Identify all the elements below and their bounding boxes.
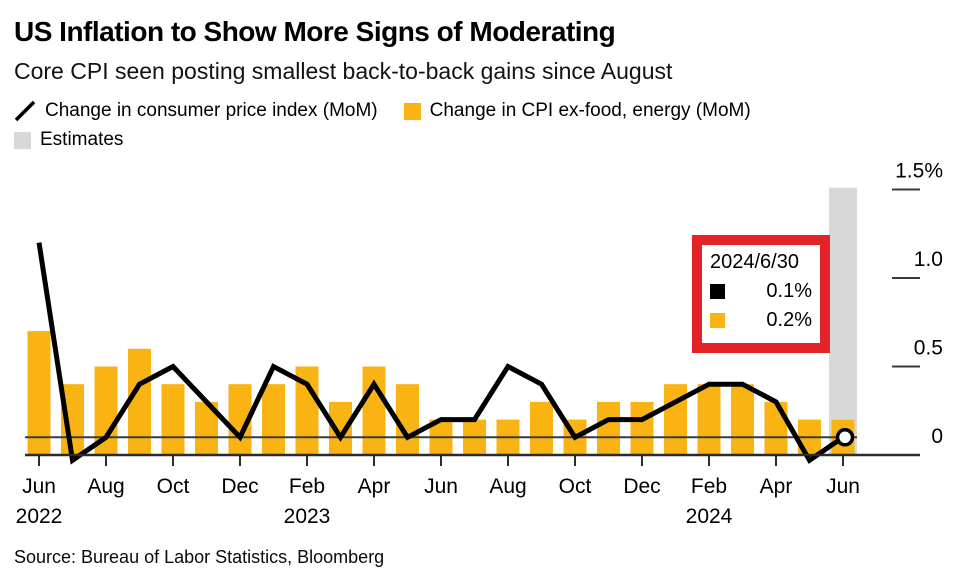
bar [262,384,285,455]
bar [396,384,419,455]
bar [530,401,553,455]
bar [597,401,620,455]
bar [161,384,185,455]
source-note: Source: Bureau of Labor Statistics, Bloo… [14,547,385,567]
x-axis-label: Aug [489,475,526,498]
tooltip-row-core-cpi: 0.2% [710,309,812,332]
data-tooltip: 2024/6/30 0.1% 0.2% [692,235,830,353]
x-axis-label: Aug [87,475,124,498]
end-marker [835,428,855,447]
y-axis-label: 1.0 [914,248,943,271]
diagonal-line-icon [14,100,36,122]
x-axis-label: Jun [424,475,458,498]
x-axis-label: Feb [691,475,727,498]
legend-label-core-cpi: Change in CPI ex-food, energy (MoM) [429,100,751,121]
bar [128,348,151,455]
x-axis-label: Apr [358,475,391,498]
y-axis-label: 1.5% [895,160,943,183]
x-axis-label: Oct [157,475,190,498]
bar [329,401,352,455]
y-axis-label: 0.5 [914,337,943,360]
bar [94,366,118,455]
cpi-line [36,242,845,465]
x-axis: Jun Aug Oct Dec Feb Apr Jun Aug Oct Dec Feb Apr Jun 2… [16,455,860,528]
x-axis-label: Dec [221,475,258,498]
legend-item-estimates: Estimates [14,129,123,151]
y-axis: 0 0.5 1.0 1.5% [892,160,943,448]
bar [731,384,754,455]
bar [362,366,386,455]
black-square-icon [710,284,725,299]
bar [697,384,721,455]
tooltip-value-core-cpi: 0.2% [766,309,812,331]
page-title: US Inflation to Show More Signs of Moder… [14,16,616,47]
yellow-square-icon [710,313,725,328]
bar [27,331,51,455]
legend-row-1: Change in consumer price index (MoM) Cha… [14,100,914,122]
x-axis-label: Feb [289,475,325,498]
tooltip-row-cpi: 0.1% [710,280,812,303]
tooltip-date: 2024/6/30 [710,251,799,273]
legend-row-2: Estimates [14,129,914,151]
estimates-band [829,187,857,456]
y-axis-label: 0 [931,425,943,448]
x-axis-label: Dec [623,475,660,498]
legend-item-cpi-line: Change in consumer price index (MoM) [14,100,378,122]
x-axis-label: Jun [22,475,56,498]
gray-square-icon [14,131,31,149]
legend-label-cpi-line: Change in consumer price index (MoM) [45,100,378,121]
bar [295,366,319,455]
x-axis-label: Jun [826,475,860,498]
bar [630,401,654,455]
x-axis-label: Apr [760,475,793,498]
legend-item-core-cpi: Change in CPI ex-food, energy (MoM) [403,100,751,122]
chart-subtitle: Core CPI seen posting smallest back-to-b… [14,58,673,84]
bar [195,401,218,455]
legend-label-estimates: Estimates [40,129,124,150]
cpi-chart-plot: Jun Aug Oct Dec Feb Apr Jun Aug Oct Dec Feb Apr Jun 2… [16,160,943,529]
x-axis-label: Oct [559,475,592,498]
x-axis-year-label: 2024 [686,505,733,528]
chart-legend: Change in consumer price index (MoM) Cha… [14,100,914,158]
yellow-square-icon [403,102,421,120]
x-axis-year-label: 2023 [284,505,331,528]
x-axis-year-label: 2022 [16,505,63,528]
bar [764,401,788,455]
tooltip-value-cpi: 0.1% [766,280,812,302]
